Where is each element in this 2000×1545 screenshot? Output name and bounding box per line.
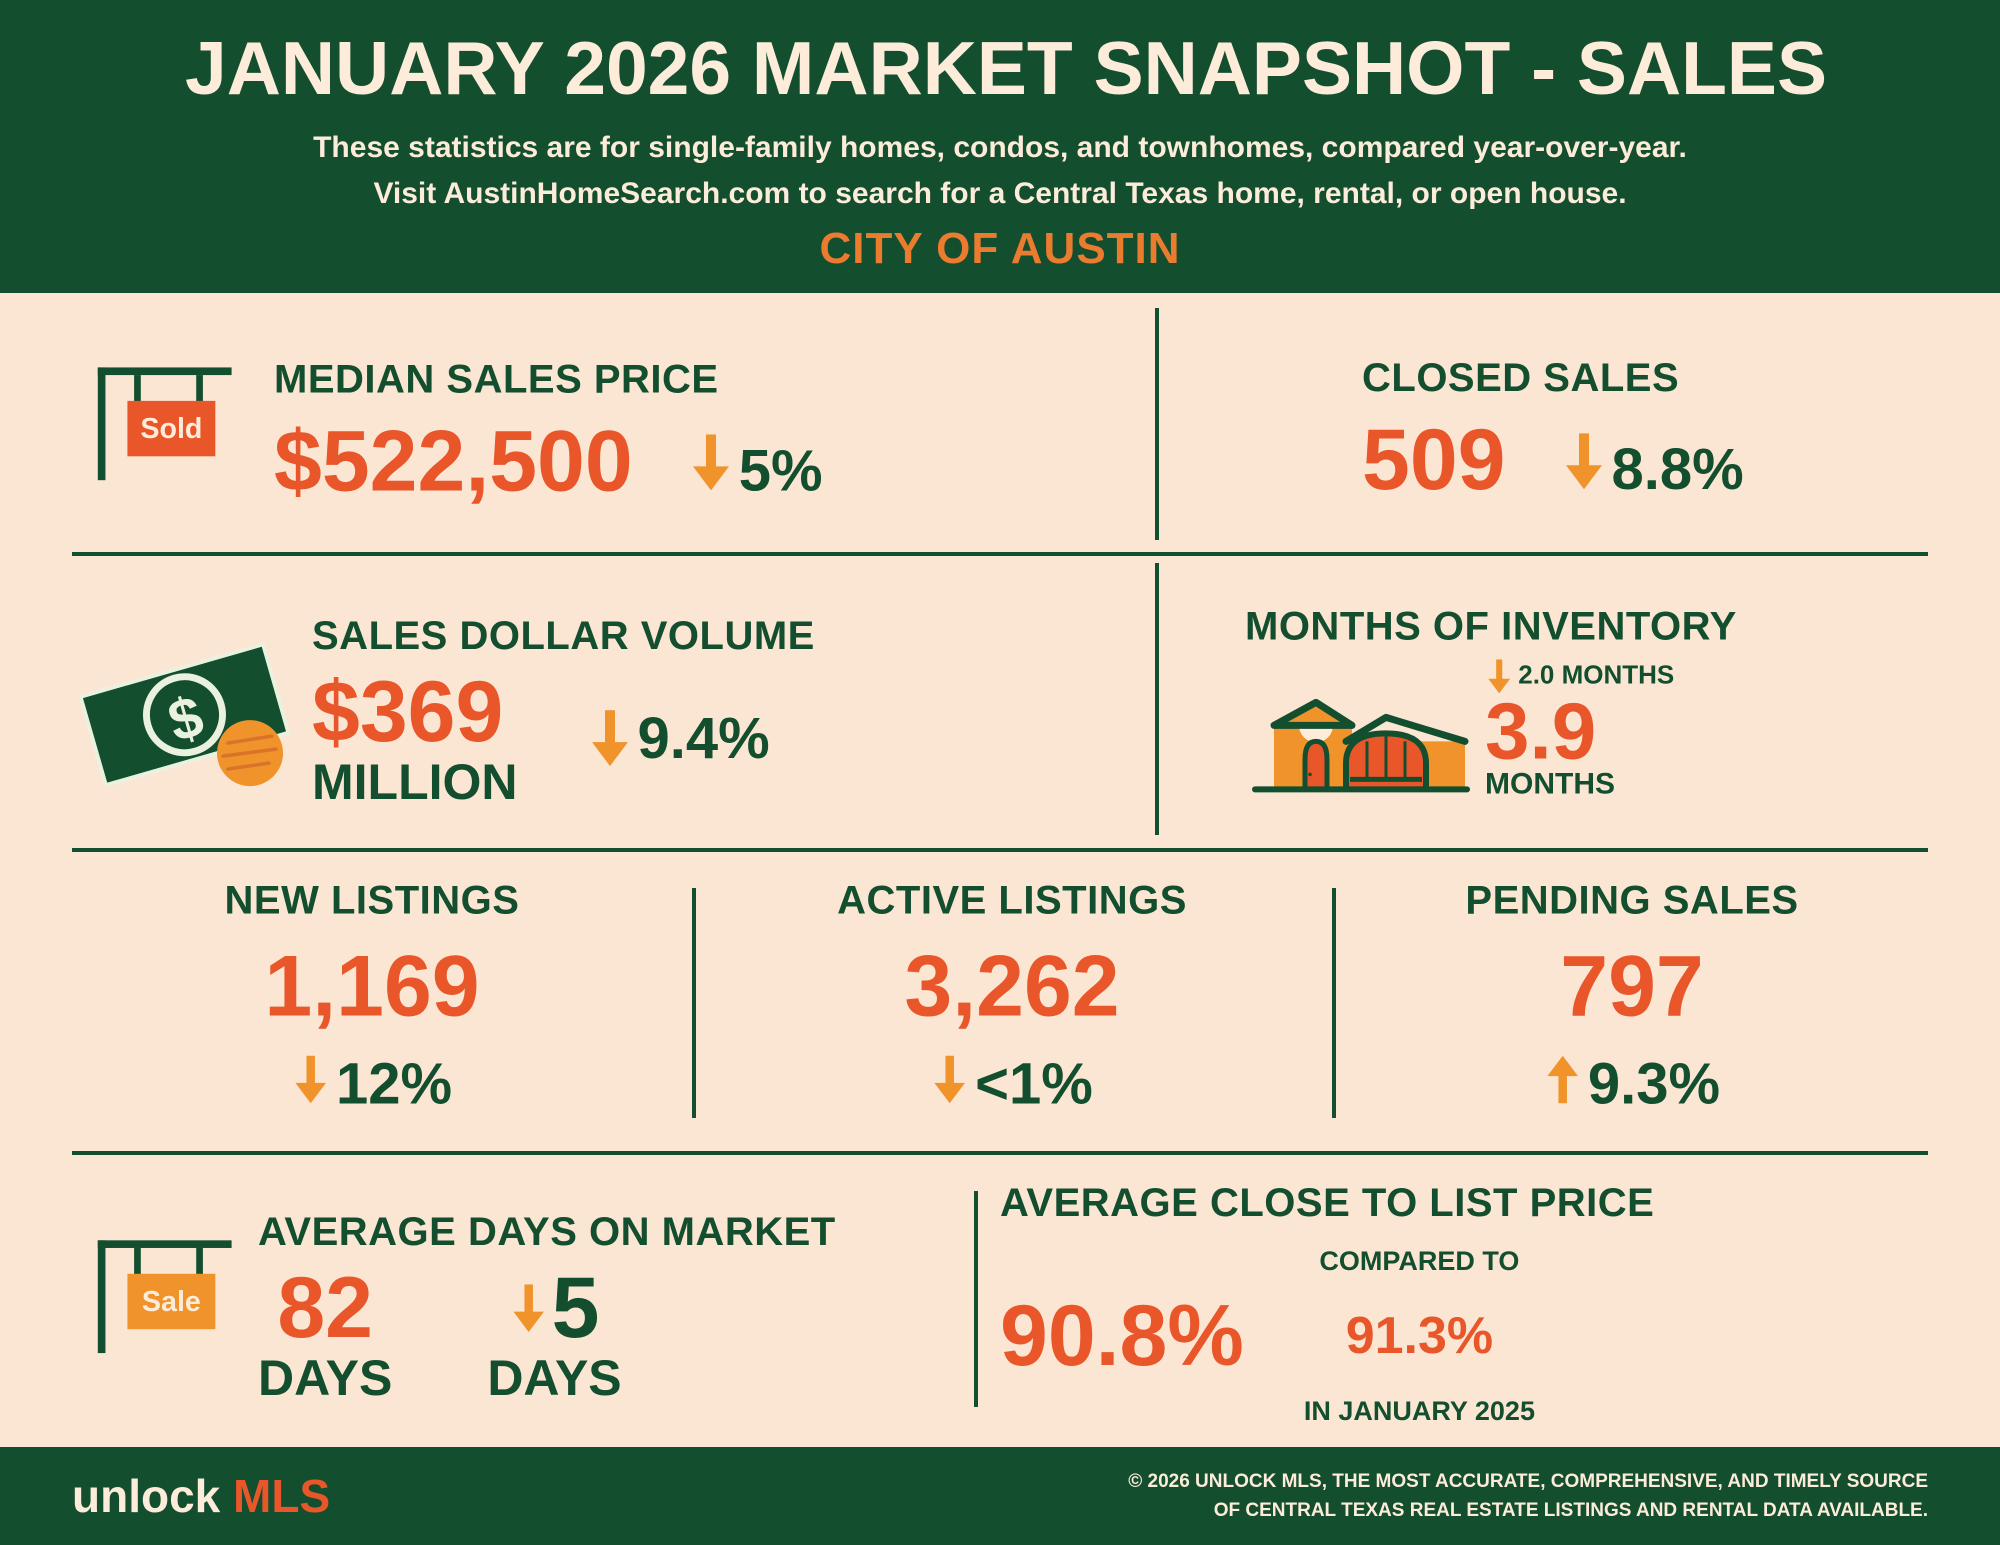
svg-text:Sale: Sale bbox=[142, 1286, 201, 1318]
svg-text:Sold: Sold bbox=[140, 413, 202, 445]
